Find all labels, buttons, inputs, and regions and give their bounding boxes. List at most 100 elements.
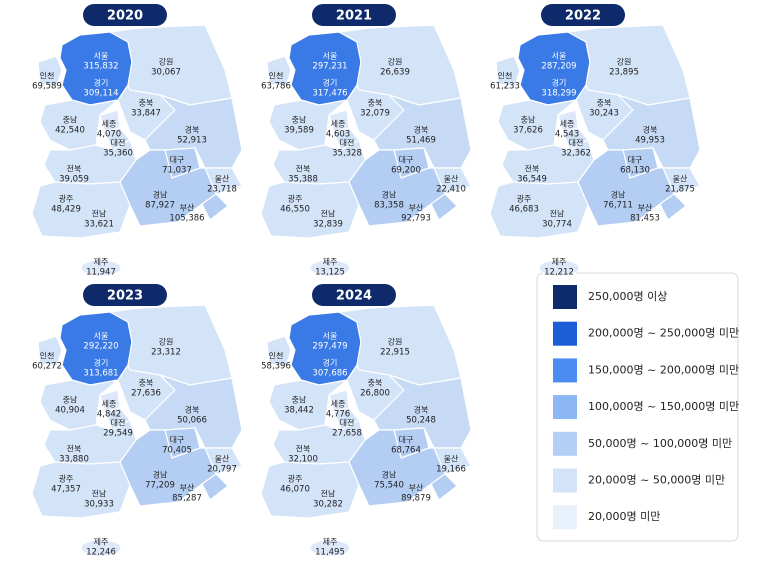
region-name: 울산 [215, 454, 230, 464]
region-value: 12,246 [86, 548, 116, 558]
region-name: 제주 [94, 538, 109, 547]
region-value: 46,550 [280, 205, 310, 215]
region-value: 92,793 [401, 214, 431, 224]
region-value: 77,209 [145, 481, 175, 491]
region-value: 38,442 [284, 406, 314, 416]
region-name: 부산 [180, 483, 195, 493]
region-name: 전북 [296, 164, 311, 174]
region-value: 50,066 [177, 416, 207, 426]
region-shape [39, 99, 119, 151]
region-name: 인천 [40, 71, 55, 81]
region-value: 83,358 [374, 201, 404, 211]
region-value: 30,933 [84, 500, 114, 510]
region-name: 세종 [560, 120, 575, 129]
year-title: 2024 [336, 289, 372, 304]
region-value: 12,212 [544, 268, 574, 278]
region-name: 부산 [638, 203, 653, 213]
region-name: 경기 [323, 358, 338, 368]
region-value: 87,927 [145, 201, 175, 211]
legend-swatch [553, 395, 577, 420]
region-name: 전북 [67, 164, 82, 174]
region-value: 30,067 [151, 68, 181, 78]
region-name: 전남 [321, 209, 336, 219]
region-value: 27,658 [332, 429, 362, 439]
region-value: 49,953 [635, 136, 665, 146]
legend-swatch [553, 285, 577, 309]
region-name: 경북 [185, 125, 200, 135]
region-name: 충북 [368, 379, 383, 388]
region-value: 71,037 [162, 166, 192, 176]
region-name: 인천 [269, 351, 284, 361]
region-value: 297,479 [312, 342, 347, 352]
region-value: 23,312 [151, 348, 181, 358]
region-value: 13,125 [315, 268, 345, 278]
region-value: 32,100 [288, 455, 318, 465]
region-name: 대구 [170, 156, 185, 165]
region-value: 313,681 [83, 369, 118, 379]
region-value: 32,839 [313, 220, 343, 230]
region-name: 전남 [92, 209, 107, 219]
region-name: 대구 [628, 156, 643, 165]
region-shape [260, 461, 360, 519]
region-name: 부산 [180, 203, 195, 213]
region-name: 경기 [552, 78, 567, 88]
region-name: 전남 [321, 489, 336, 499]
region-name: 경남 [382, 190, 397, 200]
region-value: 318,299 [541, 89, 576, 99]
region-value: 69,200 [391, 166, 421, 176]
region-name: 충북 [139, 379, 154, 388]
region-value: 42,540 [55, 126, 85, 136]
region-value: 22,915 [380, 348, 410, 358]
region-value: 30,243 [589, 109, 619, 119]
region-value: 19,166 [436, 465, 466, 475]
legend-label: 150,000명 ~ 200,000명 미만 [588, 363, 739, 376]
legend-swatch [553, 505, 577, 530]
region-name: 제주 [323, 538, 338, 547]
region-value: 309,114 [83, 89, 118, 99]
region-value: 26,800 [360, 389, 390, 399]
region-value: 89,879 [401, 494, 431, 504]
region-value: 46,683 [509, 205, 539, 215]
region-value: 35,328 [332, 149, 362, 159]
region-name: 울산 [673, 174, 688, 184]
year-badge-bg [541, 4, 625, 26]
region-name: 대전 [111, 138, 126, 148]
region-value: 11,947 [86, 268, 116, 278]
region-name: 서울 [94, 52, 109, 61]
region-shape [37, 55, 63, 87]
region-value: 11,495 [315, 548, 345, 558]
region-name: 강원 [388, 57, 403, 67]
region-value: 30,774 [542, 220, 572, 230]
region-name: 세종 [102, 120, 117, 129]
region-shape [268, 99, 348, 151]
legend-label: 20,000명 ~ 50,000명 미만 [588, 474, 725, 487]
region-shape [497, 99, 577, 151]
legend-swatch [553, 468, 577, 493]
legend-label: 250,000명 이상 [588, 290, 667, 303]
region-value: 287,209 [541, 62, 576, 72]
region-value: 4,842 [97, 410, 121, 420]
region-name: 전남 [92, 489, 107, 499]
region-name: 대전 [569, 138, 584, 148]
region-value: 61,233 [490, 82, 520, 92]
region-name: 경북 [643, 125, 658, 135]
region-value: 33,847 [131, 109, 161, 119]
region-name: 대전 [340, 138, 355, 148]
region-name: 부산 [409, 483, 424, 493]
region-value: 68,764 [391, 446, 421, 456]
region-value: 52,913 [177, 136, 207, 146]
year-title: 2020 [107, 9, 143, 24]
region-shape [37, 335, 63, 367]
region-name: 경남 [153, 470, 168, 480]
region-value: 37,626 [513, 126, 543, 136]
region-value: 23,718 [207, 185, 237, 195]
region-name: 대구 [170, 436, 185, 445]
region-name: 경북 [414, 405, 429, 415]
region-name: 경북 [414, 125, 429, 135]
region-value: 20,797 [207, 465, 237, 475]
region-value: 85,287 [172, 494, 202, 504]
region-shape [495, 55, 521, 87]
